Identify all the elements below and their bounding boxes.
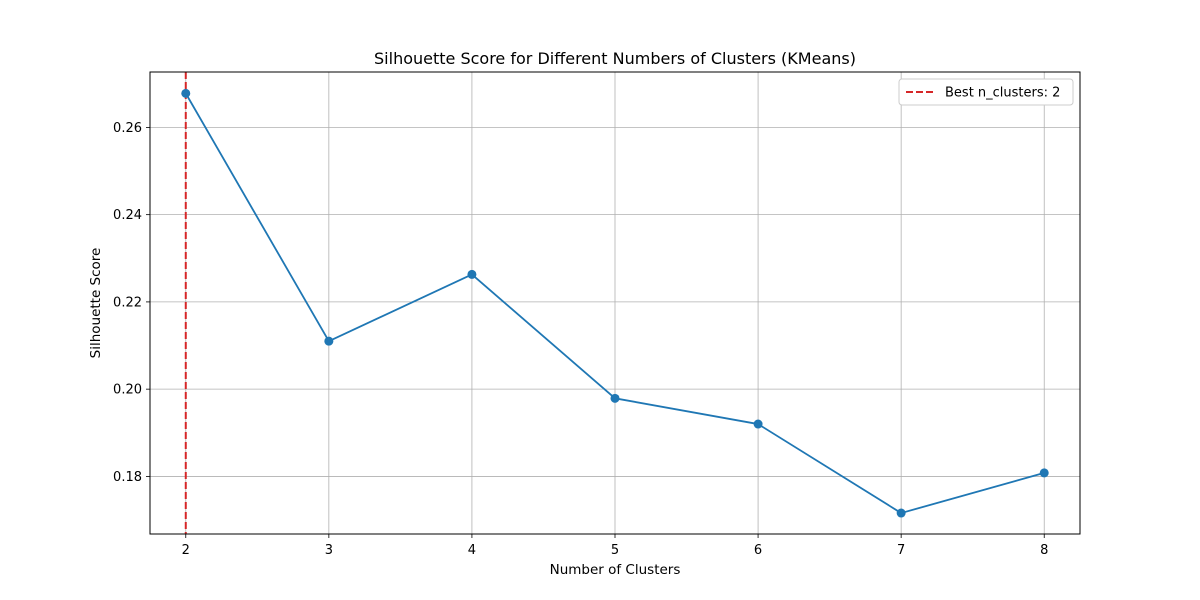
x-tick-label: 3 — [325, 543, 333, 558]
y-tick-label: 0.24 — [113, 208, 142, 223]
legend-entry-best-n-clusters: Best n_clusters: 2 — [945, 86, 1060, 101]
x-tick-label: 6 — [754, 543, 762, 558]
x-axis-ticks: 2 3 4 5 6 7 8 — [182, 534, 1048, 558]
data-point — [467, 269, 477, 279]
grid-lines — [150, 72, 1080, 534]
data-point — [753, 419, 763, 429]
y-axis-label: Silhouette Score — [88, 248, 104, 359]
x-tick-label: 7 — [897, 543, 905, 558]
x-axis-label: Number of Clusters — [550, 562, 681, 578]
y-tick-label: 0.20 — [113, 383, 142, 398]
y-tick-label: 0.18 — [113, 470, 142, 485]
x-tick-label: 4 — [468, 543, 476, 558]
series-group — [181, 88, 1049, 518]
chart-title: Silhouette Score for Different Numbers o… — [374, 49, 856, 68]
data-point — [610, 393, 620, 403]
data-point — [324, 336, 334, 346]
y-tick-label: 0.22 — [113, 295, 142, 310]
x-tick-label: 2 — [182, 543, 190, 558]
y-tick-label: 0.26 — [113, 121, 142, 136]
data-point — [1039, 468, 1049, 478]
y-axis-ticks: 0.18 0.20 0.22 0.24 0.26 — [113, 121, 150, 485]
legend: Best n_clusters: 2 — [898, 78, 1074, 106]
legend-box — [898, 78, 1074, 106]
data-point — [181, 88, 191, 98]
data-point — [896, 508, 906, 518]
x-tick-label: 8 — [1040, 543, 1048, 558]
plot-frame — [149, 71, 1081, 535]
x-tick-label: 5 — [611, 543, 619, 558]
